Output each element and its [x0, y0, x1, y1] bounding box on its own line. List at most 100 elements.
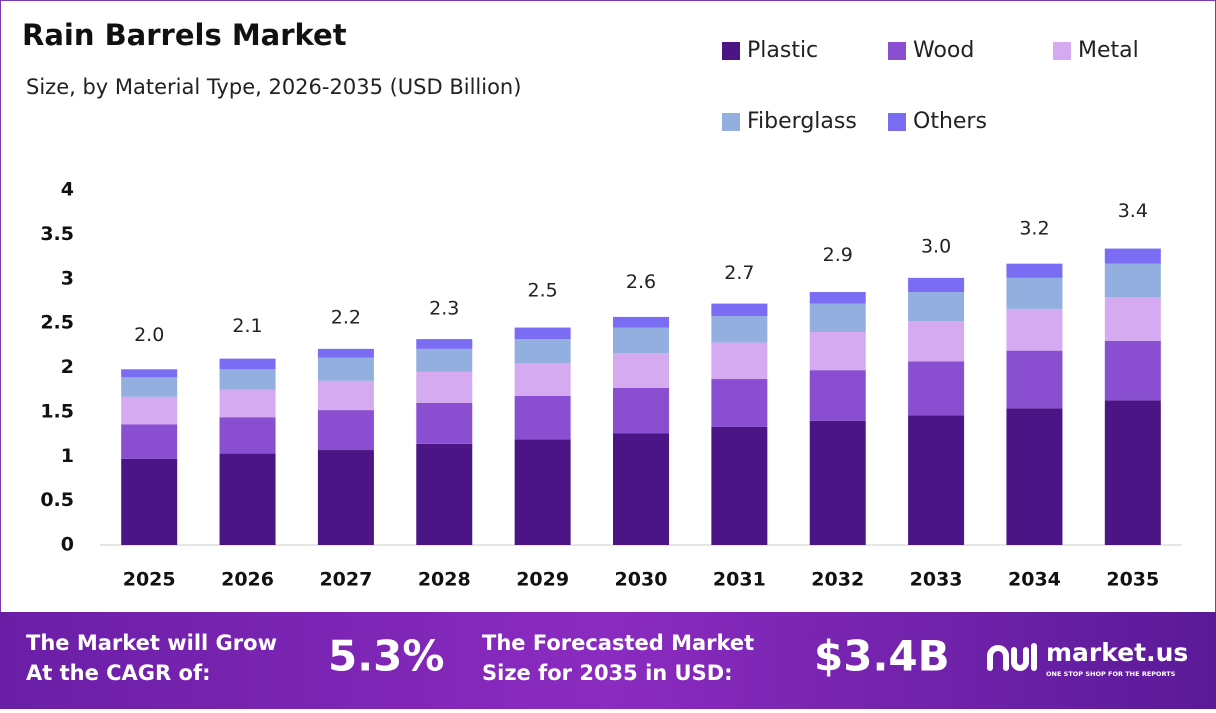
- bar-segment: [1006, 277, 1063, 309]
- bar-segment: [1104, 400, 1161, 545]
- x-tick-label: 2035: [1106, 569, 1159, 591]
- bar-segment: [613, 327, 669, 354]
- x-tick-label: 2034: [1008, 569, 1061, 591]
- legend-label: Plastic: [747, 38, 818, 63]
- bar-segment: [809, 370, 866, 421]
- legend-label: Fiberglass: [747, 109, 857, 134]
- bar-segment: [219, 389, 276, 418]
- bar-segment: [121, 369, 178, 378]
- y-tick-label: 1: [61, 445, 74, 467]
- bar-segment: [514, 363, 571, 396]
- bar-segment: [1104, 248, 1161, 264]
- total-label: 2.7: [724, 262, 754, 284]
- bar-segment: [1006, 408, 1063, 545]
- legend-swatch: [888, 42, 906, 60]
- x-tick-label: 2032: [811, 569, 864, 591]
- total-label: 2.3: [429, 297, 459, 319]
- bar-segment: [809, 303, 866, 332]
- x-tick-label: 2027: [319, 569, 372, 591]
- x-tick-label: 2031: [713, 569, 766, 591]
- total-label: 3.4: [1118, 200, 1148, 222]
- bar-segment: [711, 379, 768, 427]
- bar-segment: [908, 415, 965, 545]
- bar-segment: [317, 450, 374, 545]
- total-label: 2.0: [134, 324, 164, 346]
- bar-segment: [317, 380, 374, 411]
- total-label: 2.9: [823, 244, 853, 266]
- brand: market.us: [1046, 638, 1188, 667]
- forecast-text: Size for 2035 in USD:: [482, 661, 733, 685]
- y-tick-label: 3: [61, 267, 74, 289]
- x-tick-label: 2033: [910, 569, 963, 591]
- bar-segment: [613, 387, 669, 434]
- bar-segment: [711, 426, 768, 545]
- bar-segment: [809, 420, 866, 545]
- bar-segment: [121, 396, 178, 425]
- legend-swatch: [888, 113, 906, 131]
- bar-segment: [317, 410, 374, 451]
- bar-segment: [711, 316, 768, 343]
- total-label: 2.2: [331, 306, 361, 328]
- legend-swatch: [722, 113, 740, 131]
- bar-segment: [514, 339, 571, 364]
- bar-segment: [416, 339, 473, 349]
- cagr-text: At the CAGR of:: [26, 661, 211, 685]
- bar-segment: [416, 403, 473, 444]
- y-tick-label: 1.5: [40, 400, 74, 422]
- chart-title: Rain Barrels Market: [22, 18, 347, 52]
- cagr-value: 5.3%: [328, 632, 444, 681]
- chart-subtitle: Size, by Material Type, 2026-2035 (USD B…: [26, 75, 521, 99]
- x-tick-label: 2025: [123, 569, 176, 591]
- footer: The Market will Grow At the CAGR of: 5.3…: [26, 631, 1188, 685]
- forecast-text: The Forecasted Market: [482, 631, 754, 655]
- bar-segment: [219, 453, 276, 545]
- y-tick-label: 2: [61, 356, 74, 378]
- bar-segment: [908, 292, 965, 322]
- bar-segment: [1006, 263, 1063, 278]
- forecast-value: $3.4B: [814, 632, 950, 681]
- legend-label: Others: [913, 109, 987, 134]
- bar-segment: [416, 348, 473, 372]
- bar-segment: [514, 395, 571, 440]
- bar-segment: [809, 332, 866, 371]
- y-tick-label: 3.5: [40, 223, 74, 245]
- bar-segment: [809, 292, 866, 304]
- legend-label: Metal: [1078, 38, 1139, 63]
- bar-segment: [121, 377, 178, 397]
- bar-segment: [613, 433, 669, 545]
- bar-segment: [908, 321, 965, 362]
- bar-segment: [317, 348, 374, 358]
- plot: 0 0.5 1 1.5 2 2.5 3 3.5 4 2.0 2025 2.1 2026 2.2 2027 2.…: [40, 38, 1182, 591]
- bar-segment: [514, 439, 571, 545]
- bar-segment: [711, 342, 768, 380]
- bar-segment: [613, 316, 669, 328]
- bar-segment: [219, 417, 276, 454]
- y-tick-label: 2.5: [40, 312, 74, 334]
- total-label: 2.6: [626, 271, 656, 293]
- cagr-text: The Market will Grow: [26, 631, 277, 655]
- y-tick-label: 0: [61, 534, 74, 556]
- x-tick-label: 2026: [221, 569, 274, 591]
- total-label: 2.5: [528, 280, 558, 302]
- bar-segment: [219, 369, 276, 390]
- bar-segment: [416, 371, 473, 403]
- bar-segment: [121, 424, 178, 459]
- x-tick-label: 2029: [516, 569, 569, 591]
- x-tick-label: 2028: [418, 569, 471, 591]
- total-label: 2.1: [232, 315, 262, 337]
- bar-segment: [514, 327, 571, 340]
- bar-segment: [121, 458, 178, 545]
- bar-segment: [908, 277, 965, 293]
- bar-segment: [1104, 340, 1161, 401]
- y-tick-label: 4: [61, 179, 74, 201]
- x-tick-label: 2030: [615, 569, 668, 591]
- bar-segment: [219, 358, 276, 370]
- bar-segment: [1006, 350, 1063, 409]
- legend-swatch: [722, 42, 740, 60]
- bar-segment: [416, 443, 473, 545]
- bar-segment: [317, 357, 374, 381]
- tagline: ONE STOP SHOP FOR THE REPORTS: [1046, 670, 1176, 678]
- bar-segment: [613, 353, 669, 388]
- brand-logo: [987, 643, 1037, 671]
